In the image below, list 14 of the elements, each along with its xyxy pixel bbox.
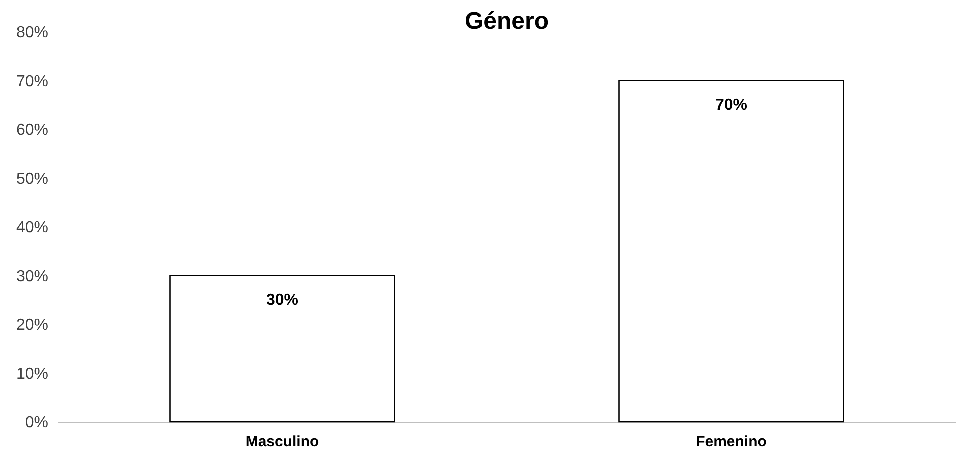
y-tick-label: 50% — [16, 170, 48, 188]
x-tick-label: Masculino — [246, 434, 320, 450]
y-tick-label: 30% — [16, 268, 48, 286]
data-label: 30% — [266, 292, 299, 309]
y-tick-label: 60% — [16, 122, 48, 139]
y-tick-label: 10% — [16, 366, 48, 383]
y-tick-label: 0% — [25, 414, 48, 432]
y-tick-label: 20% — [16, 317, 48, 334]
data-label: 70% — [715, 96, 748, 114]
y-tick-label: 80% — [16, 24, 48, 42]
chart-title: Género — [464, 8, 550, 35]
x-tick-label: Femenino — [696, 434, 767, 450]
y-tick-label: 40% — [16, 220, 48, 236]
y-tick-label: 70% — [16, 73, 48, 90]
